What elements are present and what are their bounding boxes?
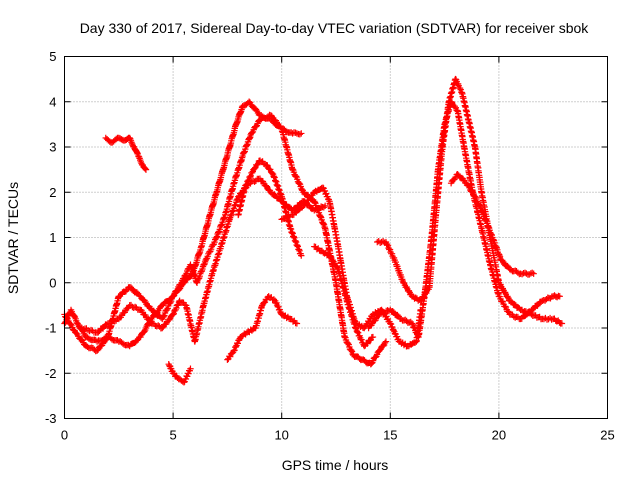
y-tick-label: 0 <box>49 275 56 290</box>
series-trace <box>62 99 303 349</box>
series-arc-7 <box>165 361 194 386</box>
data-series <box>61 75 566 386</box>
y-tick-label: 2 <box>49 185 56 200</box>
series-arc-1 <box>102 134 150 173</box>
x-tick-label: 0 <box>61 428 68 443</box>
y-tick-label: 5 <box>49 49 56 64</box>
y-tick-label: 1 <box>49 230 56 245</box>
series-arc-3 <box>61 111 390 368</box>
chart-title: Day 330 of 2017, Sidereal Day-to-day VTE… <box>80 20 590 36</box>
series-trace <box>235 157 304 257</box>
x-tick-label: 5 <box>169 428 176 443</box>
series-trace <box>366 99 562 340</box>
x-axis-label: GPS time / hours <box>282 457 389 473</box>
x-tick-label: 25 <box>600 428 614 443</box>
y-axis-label: SDTVAR / TECUs <box>5 182 21 294</box>
y-tick-label: 3 <box>49 140 56 155</box>
series-trace <box>103 134 149 172</box>
series-arc-12 <box>447 170 537 278</box>
y-tick-label: -3 <box>45 411 57 426</box>
series-arc-9 <box>311 243 377 350</box>
series-arc-6 <box>224 293 301 363</box>
series-arc-2 <box>61 98 305 350</box>
series-trace <box>279 184 424 350</box>
series-trace <box>448 171 536 278</box>
series-trace <box>225 294 299 363</box>
series-arc-8 <box>278 184 424 350</box>
data-point <box>224 356 231 363</box>
series-trace <box>166 362 193 385</box>
y-tick-label: -2 <box>45 366 57 381</box>
series-trace <box>375 76 564 327</box>
series-arc-10 <box>374 75 566 327</box>
y-tick-label: 4 <box>49 94 56 109</box>
series-arc-5 <box>235 157 305 259</box>
series-trace <box>62 111 389 367</box>
y-tick-label: -1 <box>45 321 57 336</box>
series-trace <box>312 243 375 349</box>
x-tick-label: 20 <box>492 428 506 443</box>
x-tick-label: 15 <box>383 428 397 443</box>
axis-ticks: 0 5 10 15 20 25 -3 -2 -1 0 1 2 3 4 5 <box>45 49 615 443</box>
x-tick-label: 10 <box>274 428 288 443</box>
data-point <box>382 338 390 345</box>
series-arc-11 <box>365 98 563 341</box>
